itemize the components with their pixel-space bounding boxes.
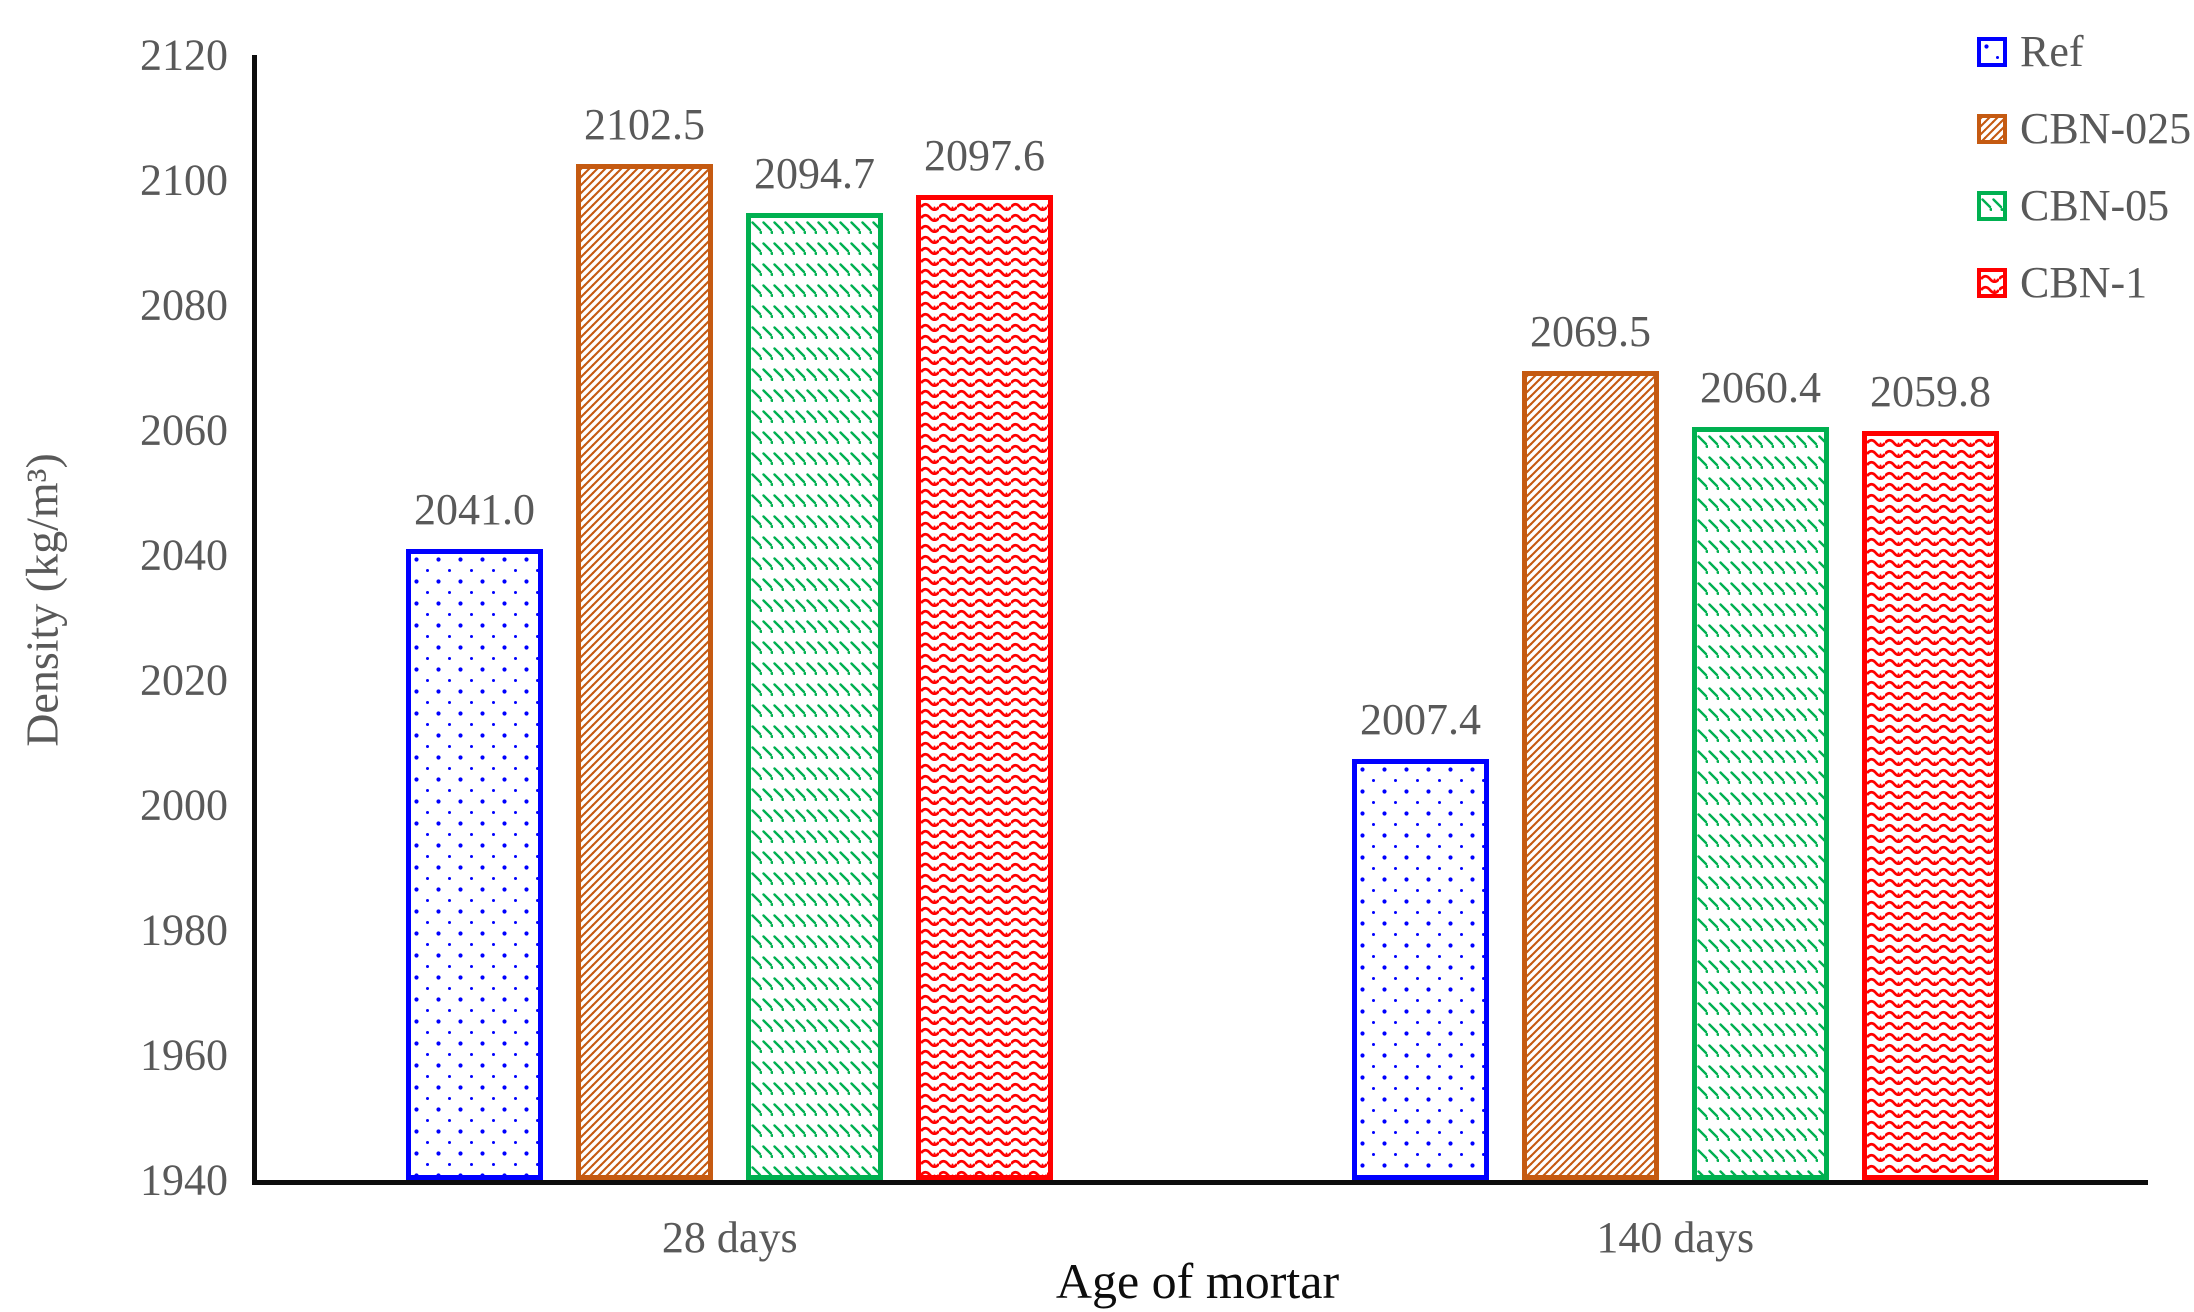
bar-value-label: 2097.6 [924, 130, 1045, 180]
bar-cbn-1-28days [916, 195, 1053, 1180]
bar-value-label: 2060.4 [1700, 362, 1821, 412]
bar-pattern-fill [921, 200, 1048, 1175]
y-tick-label: 1940 [140, 1155, 228, 1205]
y-tick-label: 2100 [140, 155, 228, 205]
bar-pattern-fill [1357, 764, 1484, 1175]
legend-swatch-dash-rows-icon [1977, 190, 2007, 221]
bar-value-label: 2059.8 [1870, 366, 1991, 416]
bar-pattern-fill [581, 169, 708, 1175]
y-tick-label: 2080 [140, 280, 228, 330]
bar-pattern-fill [1527, 376, 1654, 1175]
y-tick-label: 2000 [140, 780, 228, 830]
bar-cbn-025-140days [1522, 371, 1659, 1180]
legend-label: Ref [2020, 27, 2084, 76]
bar-value-label: 2069.5 [1530, 306, 1651, 356]
y-tick-label: 2060 [140, 405, 228, 455]
legend-label: CBN-1 [2020, 258, 2148, 307]
legend-item-cbn-025: CBN-025 [1977, 104, 2192, 153]
bar-cbn-1-140days [1862, 431, 1999, 1180]
bar-pattern-fill [1697, 432, 1824, 1175]
bar-value-label: 2007.4 [1360, 694, 1481, 744]
y-tick-label: 2120 [140, 30, 228, 80]
legend-label: CBN-025 [2020, 104, 2192, 153]
bar-cbn-025-28days [576, 164, 713, 1180]
x-axis-title: Age of mortar [1055, 1253, 1340, 1309]
plot-area: 2041.0 2102.5 2094.7 2097.6 2007.4 2069.5 2060… [252, 55, 2148, 1185]
bar-cbn-05-140days [1692, 427, 1829, 1180]
category-label-28days: 28 days [661, 1213, 798, 1262]
y-tick-label: 2040 [140, 530, 228, 580]
legend-swatch-diagonal-hatch-icon [1977, 113, 2007, 144]
legend-label: CBN-05 [2020, 181, 2170, 230]
bar-ref-28days [406, 549, 543, 1180]
bar-pattern-fill [751, 218, 878, 1175]
bar-pattern-fill [411, 554, 538, 1175]
bar-value-label: 2041.0 [414, 484, 535, 534]
legend: Ref CBN-025 CBN-05 CBN-1 [1977, 27, 2192, 307]
y-tick-label: 1960 [140, 1030, 228, 1080]
bar-cbn-05-28days [746, 213, 883, 1180]
y-tick-label: 2020 [140, 655, 228, 705]
y-tick-label: 1980 [140, 905, 228, 955]
bar-value-label: 2102.5 [584, 99, 705, 149]
category-label-140days: 140 days [1596, 1213, 1755, 1262]
bar-pattern-fill [1867, 436, 1994, 1175]
legend-swatch-dots-icon [1977, 36, 2007, 67]
legend-item-ref: Ref [1977, 27, 2191, 76]
legend-item-cbn-05: CBN-05 [1977, 181, 2191, 230]
bar-ref-140days [1352, 759, 1489, 1180]
bar-value-label: 2094.7 [754, 148, 875, 198]
legend-swatch-waves-icon [1977, 267, 2007, 298]
legend-item-cbn-1: CBN-1 [1977, 258, 2191, 307]
